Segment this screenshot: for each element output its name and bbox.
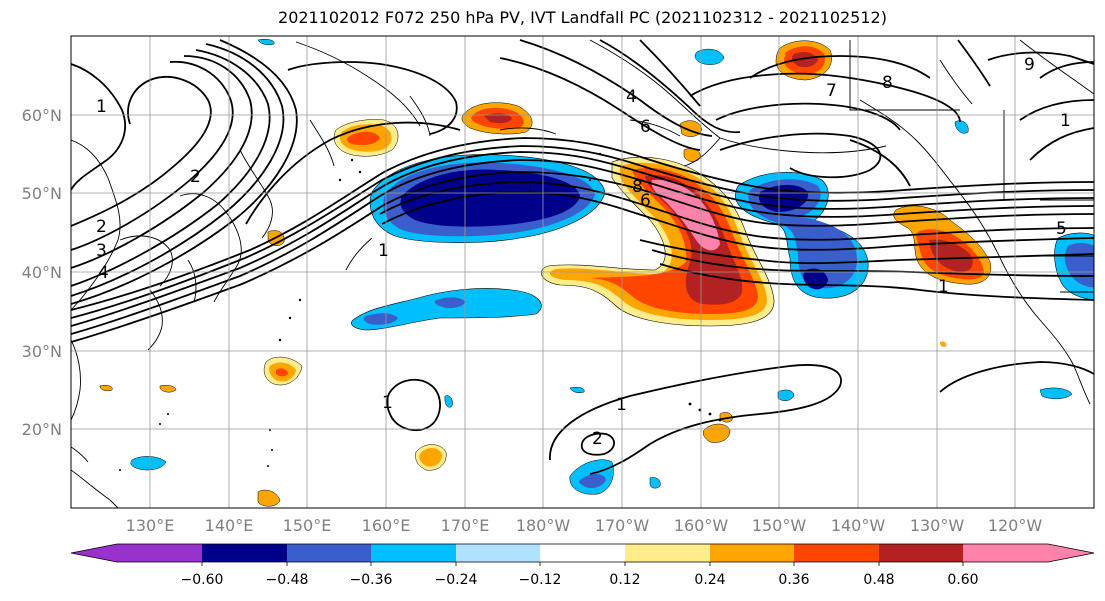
contour-label: 1 <box>96 97 107 117</box>
colorbar-swatch <box>456 544 540 562</box>
contour-label: 8 <box>882 73 893 93</box>
contour-label-group: 1 2 2 3 4 1 6 4 7 8 8 6 9 1 5 1 1 2 1 <box>96 55 1071 449</box>
colorbar-extend-min <box>71 544 117 562</box>
lon-label: 160°E <box>362 516 411 535</box>
contour-label: 6 <box>640 117 651 137</box>
map-title: 2021102012 F072 250 hPa PV, IVT Landfall… <box>278 8 887 27</box>
colorbar-swatch <box>625 544 710 562</box>
lat-label: 40°N <box>22 263 62 282</box>
colorbar-tick-label: 0.36 <box>778 572 809 588</box>
map-frame <box>70 35 1095 509</box>
lon-label: 170°E <box>441 516 490 535</box>
colorbar-swatch <box>963 544 1048 562</box>
lon-label: 160°W <box>674 516 729 535</box>
contour-label: 7 <box>826 81 837 101</box>
colorbar-tick-label: 0.24 <box>694 572 725 588</box>
contour-label: 2 <box>592 429 603 449</box>
contour-label: 5 <box>1056 219 1067 239</box>
lon-label: 140°E <box>205 516 254 535</box>
colorbar-swatch <box>287 544 371 562</box>
lon-label: 180°W <box>516 516 571 535</box>
lon-label: 130°E <box>126 516 175 535</box>
colorbar-tick-label: −0.48 <box>266 572 309 588</box>
contour-label: 1 <box>1060 111 1071 131</box>
colorbar-tick-label: 0.60 <box>947 572 978 588</box>
colorbar: −0.60 −0.48 −0.36 −0.24 −0.12 0.12 0.24 … <box>70 543 1095 588</box>
lat-label: 50°N <box>22 184 62 203</box>
colorbar-swatch <box>117 544 202 562</box>
colorbar-swatch <box>540 544 625 562</box>
colorbar-tick-label: −0.60 <box>181 572 224 588</box>
longitude-labels: 130°E 140°E 150°E 160°E 170°E 180°W 170°… <box>126 516 1043 535</box>
contour-label: 6 <box>640 191 651 211</box>
pv-contours <box>71 39 1094 475</box>
contour-label: 2 <box>96 217 107 237</box>
gridlines <box>71 36 1094 508</box>
contour-label: 2 <box>190 167 201 187</box>
colorbar-swatch <box>794 544 879 562</box>
lon-label: 120°W <box>988 516 1043 535</box>
negative-anomaly-fields <box>130 38 1094 495</box>
colorbar-tick-label: −0.36 <box>350 572 393 588</box>
lon-label: 130°W <box>910 516 965 535</box>
contour-label: 9 <box>1024 55 1035 75</box>
colorbar-tick-label: −0.12 <box>519 572 562 588</box>
colorbar-outline <box>70 543 1095 563</box>
lat-label: 30°N <box>22 342 62 361</box>
lon-label: 150°W <box>752 516 807 535</box>
colorbar-swatch <box>710 544 794 562</box>
colorbar-swatch <box>202 544 287 562</box>
contour-label: 3 <box>96 241 107 261</box>
contour-label: 4 <box>98 263 109 283</box>
colorbar-tick-label: −0.24 <box>435 572 478 588</box>
colorbar-extend-max <box>1048 544 1094 562</box>
lon-label: 140°W <box>831 516 886 535</box>
contour-label: 4 <box>626 87 637 107</box>
lon-label: 170°W <box>595 516 650 535</box>
lat-label: 60°N <box>22 106 62 125</box>
contour-label: 1 <box>378 241 389 261</box>
latitude-labels: 60°N 50°N 40°N 30°N 20°N <box>22 106 62 439</box>
contour-label: 1 <box>382 393 393 413</box>
colorbar-tick-label: 0.12 <box>609 572 640 588</box>
lat-label: 20°N <box>22 420 62 439</box>
contour-label: 8 <box>632 177 643 197</box>
colorbar-swatch <box>879 544 963 562</box>
colorbar-tick-label: 0.48 <box>863 572 894 588</box>
lon-label: 150°E <box>283 516 332 535</box>
contour-label: 1 <box>616 395 627 415</box>
colorbar-swatch <box>371 544 456 562</box>
contour-label: 1 <box>938 277 949 297</box>
